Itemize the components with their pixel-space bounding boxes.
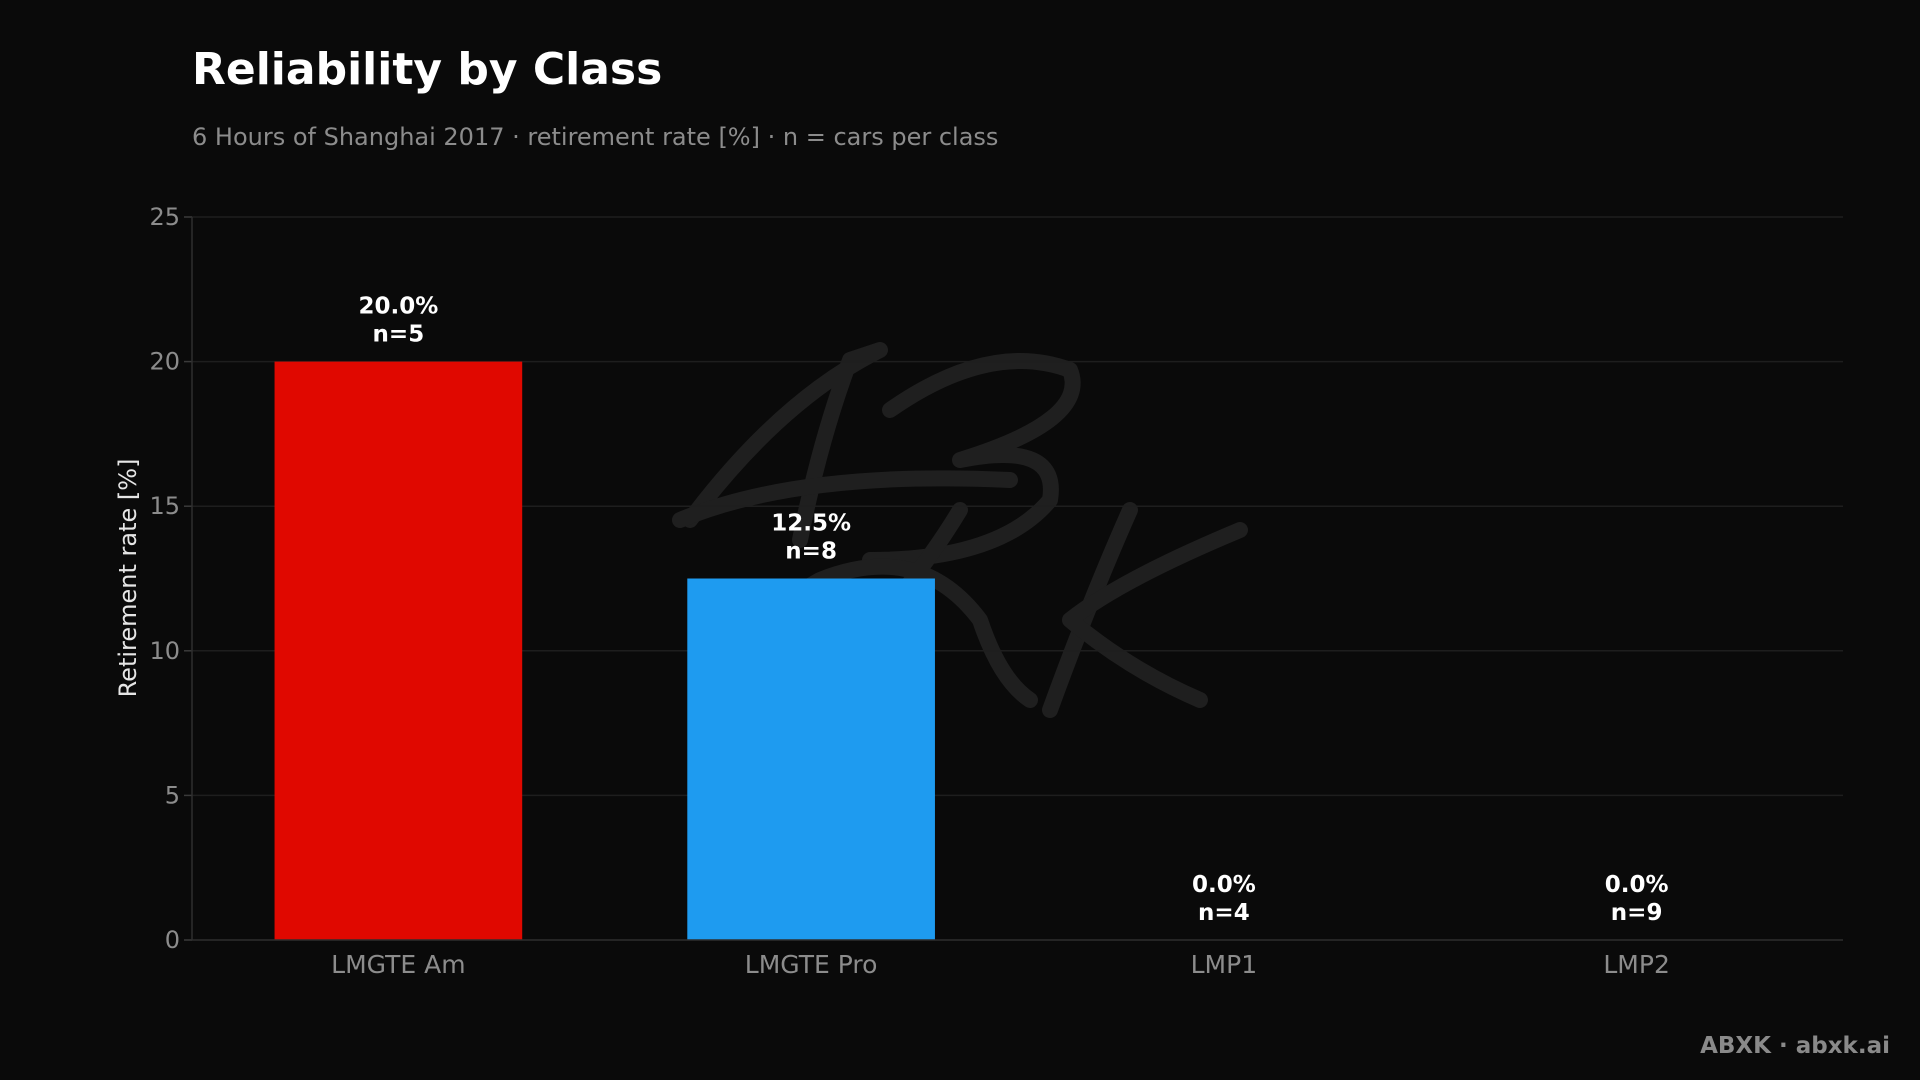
- y-axis-title: Retirement rate [%]: [114, 459, 142, 698]
- bar-value-label: 0.0%: [1192, 872, 1256, 898]
- y-tick-label: 20: [149, 348, 180, 376]
- chart-subtitle: 6 Hours of Shanghai 2017 · retirement ra…: [192, 123, 998, 151]
- y-tick-label: 25: [149, 203, 180, 231]
- y-tick-label: 0: [165, 926, 180, 954]
- chart-title: Reliability by Class: [192, 44, 662, 95]
- bar-lmgte-pro: [687, 578, 935, 940]
- bar-lmgte-am: [274, 361, 523, 941]
- bar-value-label: 12.5%: [771, 511, 851, 537]
- bar-value-label: 20.0%: [358, 294, 438, 320]
- bar-count-label: n=8: [785, 539, 837, 565]
- bar-count-label: n=4: [1198, 900, 1250, 926]
- labels-layer: LMGTE Am 20.0%n=5 LMGTE Pro 12.5%n=8 LMP1 0.0…: [331, 294, 1670, 979]
- x-tick-label: LMGTE Am: [331, 950, 465, 979]
- axis-layer: 0 5 10 15 20 25: [149, 203, 1843, 954]
- y-tick-label: 15: [149, 492, 180, 520]
- bar-count-label: n=5: [373, 322, 425, 348]
- y-tick-label: 10: [149, 637, 180, 665]
- x-tick-label: LMP1: [1191, 950, 1257, 979]
- x-tick-label: LMP2: [1603, 950, 1669, 979]
- footer-credit: ABXK · abxk.ai: [1700, 1033, 1890, 1059]
- bar-count-label: n=9: [1611, 900, 1663, 926]
- bars-layer: [274, 361, 935, 941]
- x-tick-label: LMGTE Pro: [745, 950, 878, 979]
- y-tick-label: 5: [165, 781, 180, 809]
- bar-value-label: 0.0%: [1605, 872, 1669, 898]
